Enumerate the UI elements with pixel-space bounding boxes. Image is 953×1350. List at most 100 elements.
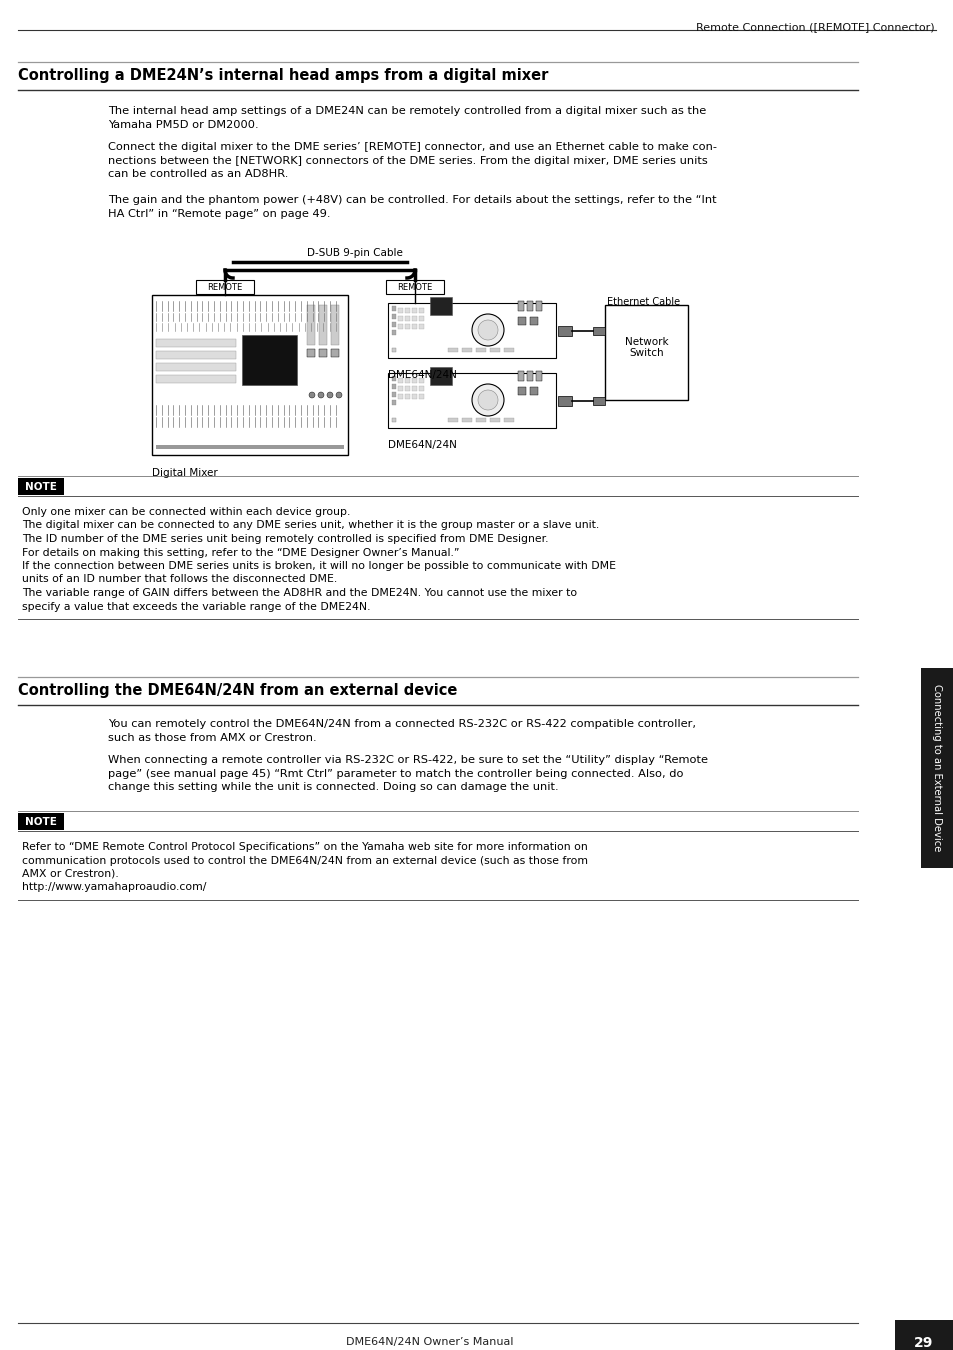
Bar bbox=[388, 373, 556, 428]
Text: communication protocols used to control the DME64N/24N from an external device (: communication protocols used to control … bbox=[22, 856, 587, 865]
Bar bbox=[418, 394, 423, 400]
Bar bbox=[392, 377, 395, 381]
Bar bbox=[418, 386, 423, 391]
Bar bbox=[412, 324, 416, 329]
Bar bbox=[152, 296, 348, 455]
Bar bbox=[412, 378, 416, 383]
Bar bbox=[156, 446, 344, 450]
Bar bbox=[195, 279, 253, 294]
Bar bbox=[405, 394, 410, 400]
Bar bbox=[405, 378, 410, 383]
Text: http://www.yamahaproaudio.com/: http://www.yamahaproaudio.com/ bbox=[22, 883, 206, 892]
Bar bbox=[448, 418, 457, 423]
Bar bbox=[392, 329, 395, 335]
Circle shape bbox=[317, 392, 324, 398]
Bar bbox=[156, 351, 235, 359]
Bar bbox=[461, 418, 472, 423]
Bar bbox=[490, 348, 499, 352]
Text: Network
Switch: Network Switch bbox=[624, 336, 668, 358]
Bar bbox=[397, 378, 402, 383]
Bar bbox=[156, 339, 235, 347]
Bar bbox=[412, 316, 416, 321]
Circle shape bbox=[472, 315, 503, 346]
Bar bbox=[397, 324, 402, 329]
Text: Connect the digital mixer to the DME series’ [REMOTE] connector, and use an Ethe: Connect the digital mixer to the DME ser… bbox=[108, 142, 717, 180]
Bar bbox=[392, 400, 395, 405]
Bar bbox=[461, 348, 472, 352]
Bar bbox=[490, 418, 499, 423]
Text: The gain and the phantom power (+48V) can be controlled. For details about the s: The gain and the phantom power (+48V) ca… bbox=[108, 194, 716, 219]
Text: For details on making this setting, refer to the “DME Designer Owner’s Manual.”: For details on making this setting, refe… bbox=[22, 548, 459, 558]
Bar bbox=[604, 305, 687, 400]
Bar bbox=[318, 350, 327, 356]
Circle shape bbox=[327, 392, 333, 398]
Bar bbox=[392, 306, 395, 310]
Bar bbox=[418, 378, 423, 383]
Bar bbox=[412, 386, 416, 391]
Bar bbox=[307, 305, 314, 346]
Bar bbox=[526, 371, 533, 381]
Circle shape bbox=[472, 383, 503, 416]
Bar bbox=[405, 308, 410, 313]
Bar bbox=[392, 418, 395, 423]
Bar bbox=[156, 363, 235, 371]
Text: REMOTE: REMOTE bbox=[207, 284, 242, 293]
Circle shape bbox=[477, 390, 497, 410]
Bar bbox=[156, 375, 235, 383]
Bar bbox=[530, 387, 537, 396]
Text: You can remotely control the DME64N/24N from a connected RS-232C or RS-422 compa: You can remotely control the DME64N/24N … bbox=[108, 720, 696, 743]
Bar bbox=[392, 383, 395, 389]
Bar bbox=[430, 297, 452, 315]
Text: Connecting to an External Device: Connecting to an External Device bbox=[931, 684, 941, 852]
Bar bbox=[536, 301, 541, 310]
Bar bbox=[418, 308, 423, 313]
Bar bbox=[331, 350, 338, 356]
Text: Digital Mixer: Digital Mixer bbox=[152, 468, 217, 478]
Bar bbox=[242, 335, 296, 385]
Bar bbox=[18, 813, 64, 830]
Bar bbox=[392, 392, 395, 397]
Bar bbox=[405, 324, 410, 329]
Bar bbox=[894, 1320, 953, 1350]
Bar bbox=[517, 317, 525, 325]
Text: NOTE: NOTE bbox=[25, 817, 57, 828]
Bar bbox=[593, 327, 604, 335]
Bar bbox=[448, 348, 457, 352]
Bar bbox=[405, 316, 410, 321]
Bar bbox=[558, 396, 572, 405]
Bar bbox=[526, 301, 533, 310]
Bar bbox=[388, 302, 556, 358]
Bar bbox=[517, 387, 525, 396]
Bar bbox=[405, 386, 410, 391]
Text: D-SUB 9-pin Cable: D-SUB 9-pin Cable bbox=[307, 248, 402, 258]
Bar bbox=[476, 348, 485, 352]
Bar bbox=[920, 668, 953, 868]
Bar bbox=[397, 394, 402, 400]
Circle shape bbox=[335, 392, 341, 398]
Text: The digital mixer can be connected to any DME series unit, whether it is the gro: The digital mixer can be connected to an… bbox=[22, 521, 598, 531]
Bar bbox=[503, 348, 514, 352]
Bar bbox=[593, 397, 604, 405]
Bar bbox=[331, 305, 338, 346]
Bar bbox=[386, 279, 443, 294]
Bar bbox=[397, 386, 402, 391]
Text: Controlling a DME24N’s internal head amps from a digital mixer: Controlling a DME24N’s internal head amp… bbox=[18, 68, 548, 82]
Bar bbox=[392, 323, 395, 327]
Text: Controlling the DME64N/24N from an external device: Controlling the DME64N/24N from an exter… bbox=[18, 683, 456, 698]
Text: When connecting a remote controller via RS-232C or RS-422, be sure to set the “U: When connecting a remote controller via … bbox=[108, 755, 707, 792]
Text: The ID number of the DME series unit being remotely controlled is specified from: The ID number of the DME series unit bei… bbox=[22, 535, 548, 544]
Bar bbox=[397, 316, 402, 321]
Bar bbox=[412, 308, 416, 313]
Bar bbox=[536, 371, 541, 381]
Text: 29: 29 bbox=[913, 1336, 933, 1350]
Bar bbox=[307, 350, 314, 356]
Bar bbox=[418, 324, 423, 329]
Text: The internal head amp settings of a DME24N can be remotely controlled from a dig: The internal head amp settings of a DME2… bbox=[108, 107, 705, 130]
Bar bbox=[558, 325, 572, 336]
Text: REMOTE: REMOTE bbox=[397, 284, 432, 293]
Bar bbox=[18, 478, 64, 495]
Bar bbox=[530, 317, 537, 325]
Text: DME64N/24N: DME64N/24N bbox=[388, 440, 456, 450]
Bar bbox=[412, 394, 416, 400]
Bar bbox=[430, 367, 452, 385]
